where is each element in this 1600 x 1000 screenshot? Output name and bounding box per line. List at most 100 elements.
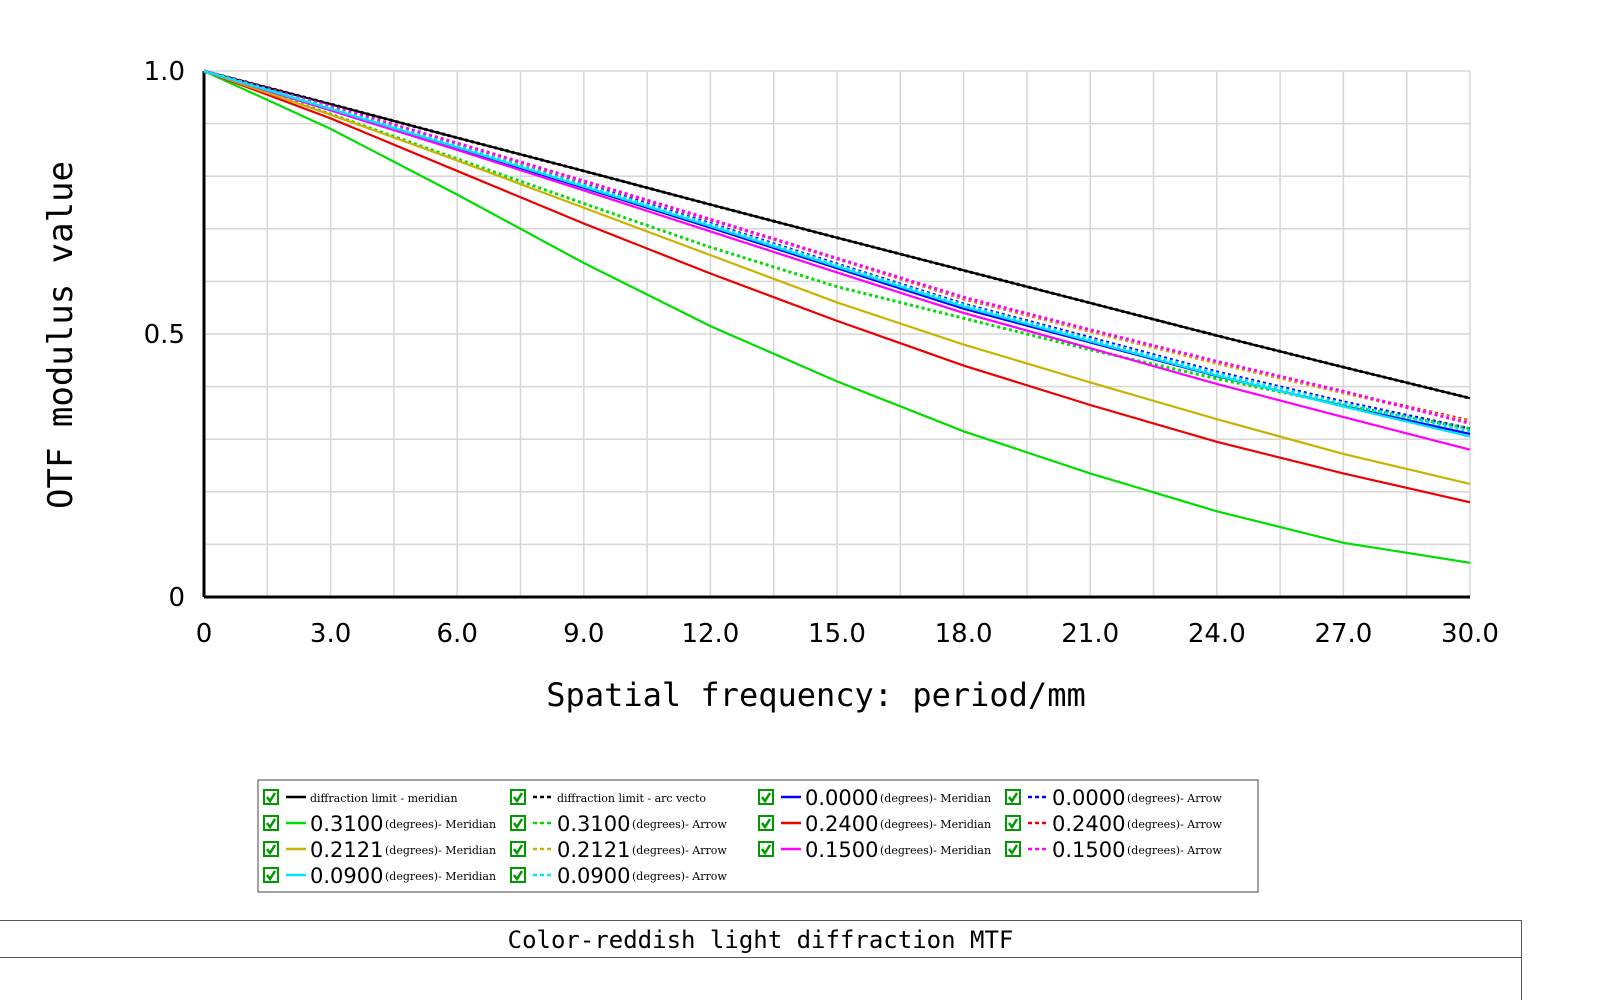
series-line-8 [203,69,1471,485]
legend-value: 0.2400 [1052,812,1125,836]
legend-item[interactable]: 0.2121 (degrees)- Meridian [263,838,496,862]
legend-label: (degrees)- Meridian [880,792,991,805]
checkbox-icon [1005,815,1021,831]
legend-item[interactable]: 0.2400 (degrees)- Arrow [1005,812,1222,836]
y-tick-label: 0.5 [144,320,185,350]
legend-label: (degrees)- Arrow [632,818,727,831]
legend-value: 0.0900 [557,864,630,888]
checkbox-icon [263,841,279,857]
x-tick-label: 12.0 [681,619,739,649]
series-line-1 [203,69,1471,400]
legend-label: (degrees)- Arrow [1127,844,1222,857]
checkbox-icon [758,815,774,831]
legend-item[interactable]: 0.0900 (degrees)- Arrow [510,864,727,888]
x-tick-label: 6.0 [437,619,478,649]
legend-value: 0.0000 [805,786,878,810]
checkmark-icon [266,792,277,804]
x-axis-label: Spatial frequency: period/mm [546,676,1085,714]
y-tick-label: 1.0 [144,57,185,87]
caption-title: Color-reddish light diffraction MTF [507,926,1014,954]
y-tick-label: 0 [168,583,185,613]
legend-item[interactable]: 0.0900 (degrees)- Meridian [263,864,496,888]
series-line-6 [203,69,1471,504]
checkmark-icon [761,844,772,856]
checkmark-icon [1008,818,1019,830]
legend-label: (degrees)- Meridian [385,818,496,831]
legend-value: 0.2121 [310,838,383,862]
checkmark-icon [266,844,277,856]
checkbox-icon [1005,841,1021,857]
checkbox-icon [263,815,279,831]
x-tick-label: 27.0 [1314,619,1372,649]
checkbox-icon [510,841,526,857]
caption-box: Color-reddish light diffraction MTF [0,920,1522,958]
checkmark-icon [513,818,524,830]
legend-value: 0.1500 [1052,838,1125,862]
legend-item[interactable]: diffraction limit - meridian [263,789,458,805]
x-tick-label: 24.0 [1188,619,1246,649]
checkbox-icon [758,789,774,805]
checkbox-icon [263,789,279,805]
legend-value: 0.3100 [310,812,383,836]
legend-item[interactable]: diffraction limit - arc vecto [510,789,706,805]
y-axis-label: OTF modulus value [41,161,81,509]
checkmark-icon [266,818,277,830]
legend-item[interactable]: 0.1500 (degrees)- Meridian [758,838,991,862]
legend-item[interactable]: 0.3100 (degrees)- Meridian [263,812,496,836]
legend-label: (degrees)- Meridian [385,844,496,857]
legend-value: 0.2400 [805,812,878,836]
legend-item[interactable]: 0.0000 (degrees)- Arrow [1005,786,1222,810]
legend: diffraction limit - meridian diffraction … [257,779,1259,893]
legend-label: (degrees)- Arrow [632,870,727,883]
checkmark-icon [266,870,277,882]
series-line-13 [203,69,1471,433]
checkmark-icon [513,792,524,804]
legend-value: 0.1500 [805,838,878,862]
legend-value: 0.2121 [557,838,630,862]
legend-label: (degrees)- Meridian [385,870,496,883]
legend-label: (degrees)- Meridian [880,818,991,831]
checkmark-icon [1008,844,1019,856]
x-tick-label: 21.0 [1061,619,1119,649]
tick-labels: 0 3.0 6.0 9.0 12.0 15.0 18.0 21.0 24.0 27.0 30.0 0 0… [144,57,1499,649]
x-tick-label: 15.0 [808,619,866,649]
checkmark-icon [761,818,772,830]
legend-label: diffraction limit - arc vecto [557,792,706,805]
legend-value: 0.0000 [1052,786,1125,810]
checkmark-icon [761,792,772,804]
series-line-11 [203,69,1471,425]
legend-label: (degrees)- Arrow [1127,818,1222,831]
x-tick-label: 9.0 [563,619,604,649]
x-tick-label: 0 [196,619,213,649]
x-tick-label: 30.0 [1441,619,1499,649]
checkmark-icon [513,844,524,856]
legend-label: (degrees)- Arrow [1127,792,1222,805]
legend-item[interactable]: 0.2121 (degrees)- Arrow [510,838,727,862]
series-line-5 [203,69,1471,431]
legend-label: (degrees)- Arrow [632,844,727,857]
checkbox-icon [510,789,526,805]
legend-value: 0.0900 [310,864,383,888]
caption-body [0,957,1522,1000]
legend-item[interactable]: 0.3100 (degrees)- Arrow [510,812,727,836]
legend-item[interactable]: 0.2400 (degrees)- Meridian [758,812,991,836]
x-tick-label: 18.0 [935,619,993,649]
x-tick-label: 3.0 [310,619,351,649]
checkbox-icon [510,815,526,831]
checkbox-icon [758,841,774,857]
series-line-4 [203,69,1471,564]
legend-value: 0.3100 [557,812,630,836]
checkbox-icon [510,867,526,883]
checkbox-icon [1005,789,1021,805]
checkmark-icon [1008,792,1019,804]
series-line-10 [203,69,1471,451]
series-line-12 [203,69,1471,438]
legend-label: diffraction limit - meridian [310,792,458,805]
plot-grid [203,70,1471,598]
legend-item[interactable]: 0.0000 (degrees)- Meridian [758,786,991,810]
checkbox-icon [263,867,279,883]
checkmark-icon [513,870,524,882]
legend-label: (degrees)- Meridian [880,844,991,857]
legend-item[interactable]: 0.1500 (degrees)- Arrow [1005,838,1222,862]
